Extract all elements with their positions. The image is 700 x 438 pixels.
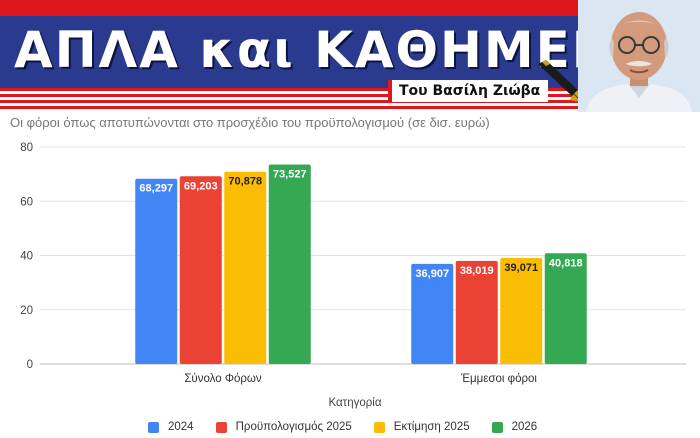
banner-stripe bbox=[0, 106, 578, 109]
banner-stripe bbox=[0, 88, 578, 91]
banner-stripe bbox=[0, 97, 578, 100]
bar bbox=[411, 263, 454, 364]
banner-stripe bbox=[0, 94, 578, 97]
chart-bars bbox=[135, 164, 587, 364]
y-tick-label: 60 bbox=[20, 196, 33, 208]
data-label: 69,203 bbox=[184, 180, 218, 192]
data-label: 40,818 bbox=[549, 257, 583, 269]
legend-item: Προϋπολογισμός 2025 bbox=[215, 421, 352, 433]
data-label: 70,878 bbox=[228, 176, 262, 188]
chart-subtitle: Οι φόροι όπως αποτυπώνονται στο προσχέδι… bbox=[10, 115, 490, 130]
header-banner: ΑΠΛΑ και ΚΑΘΗΜΕΡΙΝΑ Του Βασίλη Ζιώβα bbox=[0, 0, 700, 112]
banner-navy-band bbox=[0, 16, 578, 88]
x-axis-label: Κατηγορία bbox=[328, 397, 381, 409]
banner-red-strip bbox=[0, 0, 578, 16]
bar bbox=[224, 171, 267, 364]
banner-stripe bbox=[0, 91, 578, 94]
bar bbox=[500, 258, 543, 364]
legend-swatch bbox=[215, 421, 227, 433]
y-tick-label: 80 bbox=[20, 142, 33, 154]
y-tick-label: 20 bbox=[20, 305, 33, 317]
data-label: 73,527 bbox=[273, 169, 307, 181]
x-tick-label: Σύνολο Φόρων bbox=[184, 373, 262, 385]
x-tick-label: Έμμεσοι φόροι bbox=[460, 373, 537, 385]
data-label: 38,019 bbox=[460, 265, 494, 277]
legend-item: 2026 bbox=[491, 421, 538, 433]
legend-label: 2024 bbox=[168, 421, 194, 433]
banner-stripe bbox=[0, 103, 578, 106]
legend-label: Προϋπολογισμός 2025 bbox=[235, 421, 352, 433]
author-photo bbox=[578, 0, 700, 112]
bar bbox=[455, 260, 498, 364]
legend-label: Εκτίμηση 2025 bbox=[393, 421, 470, 433]
legend-item: 2024 bbox=[148, 421, 194, 433]
chart-data-labels: 68,297 69,203 70,878 73,527 36,907 38,019 39,0… bbox=[139, 169, 582, 280]
bar bbox=[135, 178, 178, 364]
y-tick-label: 0 bbox=[27, 359, 33, 371]
bar bbox=[179, 176, 222, 364]
data-label: 39,071 bbox=[504, 262, 538, 274]
chart-legend: 2024 Προϋπολογισμός 2025 Εκτίμηση 2025 2026 bbox=[148, 420, 559, 434]
y-tick-label: 40 bbox=[20, 251, 33, 263]
data-label: 36,907 bbox=[415, 268, 449, 280]
legend-swatch bbox=[373, 421, 385, 433]
y-axis-ticks: 0 20 40 60 80 bbox=[20, 142, 33, 371]
bar bbox=[268, 164, 311, 364]
x-axis-ticks: Σύνολο Φόρων Έμμεσοι φόροι bbox=[184, 373, 537, 385]
legend-swatch bbox=[148, 421, 159, 433]
data-label: 68,297 bbox=[139, 183, 173, 195]
legend-item: Εκτίμηση 2025 bbox=[373, 421, 470, 433]
banner-stripe bbox=[0, 100, 578, 103]
legend-swatch bbox=[491, 421, 503, 433]
bar bbox=[544, 253, 587, 364]
author-byline: Του Βασίλη Ζιώβα bbox=[388, 80, 549, 102]
legend-label: 2026 bbox=[511, 421, 538, 433]
